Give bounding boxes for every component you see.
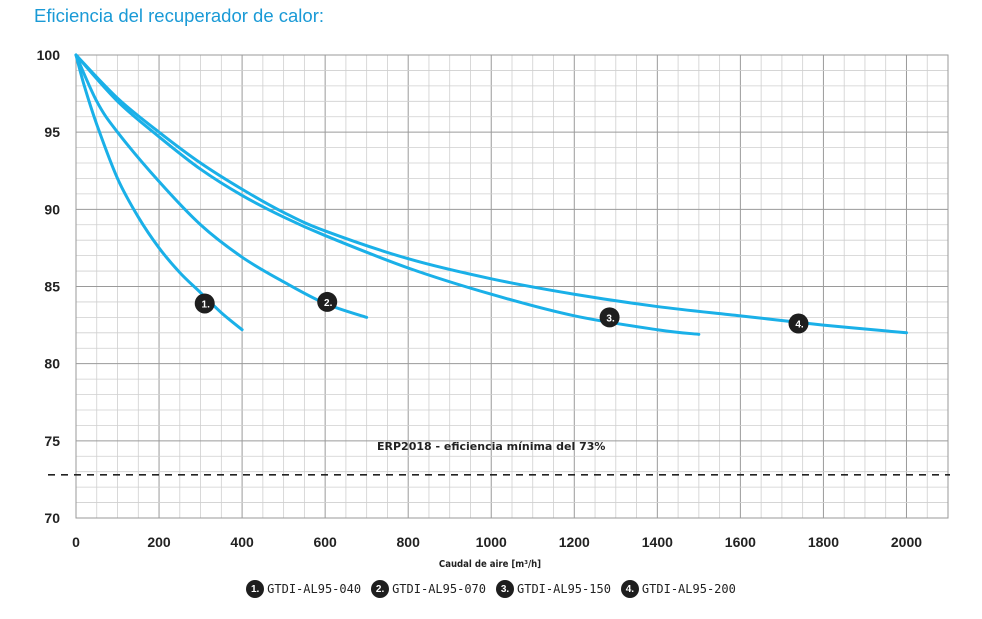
series-marker-label-4: 4. [795, 320, 804, 331]
legend-label-3: GTDI-AL95-150 [517, 582, 611, 596]
x-tick-label: 0 [72, 534, 80, 550]
x-tick-label: 1200 [559, 534, 590, 550]
x-tick-label: 400 [230, 534, 254, 550]
efficiency-chart: 100 95 90 85 80 75 70 0 200 400 600 800 1000 1200 140… [37, 47, 950, 570]
grid [75, 54, 949, 519]
series-marker-2 [317, 291, 338, 312]
series-marker-label-3: 3. [606, 313, 615, 324]
y-tick-label: 95 [44, 124, 60, 140]
x-tick-label: 2000 [891, 534, 922, 550]
y-tick-label: 85 [44, 279, 60, 295]
x-tick-label: 1400 [642, 534, 673, 550]
series-marker-label-1: 1. [202, 299, 211, 310]
x-tick-label: 1000 [476, 534, 507, 550]
y-axis-ticks: 100 95 90 85 80 75 70 [37, 47, 61, 526]
threshold-label: ERP2018 - eficiencia mínima del 73% [377, 440, 605, 453]
x-tick-label: 800 [397, 534, 421, 550]
x-tick-label: 600 [313, 534, 337, 550]
series-markers: 1. 2. 3. 4. [194, 291, 809, 334]
plot-frame [75, 54, 949, 519]
series-marker-3 [599, 307, 620, 328]
legend-item-4: 4. GTDI-AL95-200 [620, 580, 736, 598]
x-tick-label: 1600 [725, 534, 756, 550]
legend-label-4: GTDI-AL95-200 [641, 582, 736, 596]
chart-title: Eficiencia del recuperador de calor: [34, 5, 324, 26]
y-tick-label: 90 [44, 201, 60, 217]
legend-badge-4: 4. [620, 580, 639, 598]
y-tick-label: 75 [44, 433, 60, 449]
legend-item-1: 1. GTDI-AL95-040 [246, 580, 361, 598]
series-line-2 [74, 53, 369, 319]
x-axis-label: Caudal de aire [m³/h] [439, 559, 541, 570]
y-tick-label: 80 [44, 356, 60, 372]
legend-item-3: 3. GTDI-AL95-150 [496, 580, 611, 598]
legend-item-2: 2. GTDI-AL95-070 [371, 580, 486, 598]
series-line-3 [74, 53, 701, 336]
series-marker-4 [788, 313, 809, 334]
x-axis-ticks: 0 200 400 600 800 1000 1200 1400 1600 1800 2000 [72, 534, 922, 550]
legend-label-1: GTDI-AL95-040 [267, 582, 362, 596]
x-tick-label: 1800 [808, 534, 839, 550]
legend-label-2: GTDI-AL95-070 [392, 582, 486, 596]
series-marker-label-2: 2. [324, 298, 333, 309]
legend: 1. GTDI-AL95-040 2. GTDI-AL95-070 3. GTD… [0, 580, 982, 598]
legend-badge-3: 3. [496, 580, 514, 598]
legend-badge-1: 1. [246, 580, 265, 598]
plot-border [75, 54, 949, 519]
series-line-4 [74, 53, 908, 335]
y-tick-label: 70 [44, 510, 60, 526]
series-marker-1 [194, 293, 215, 314]
y-tick-label: 100 [37, 47, 61, 63]
legend-badge-2: 2. [371, 580, 390, 598]
x-tick-label: 200 [147, 534, 171, 550]
